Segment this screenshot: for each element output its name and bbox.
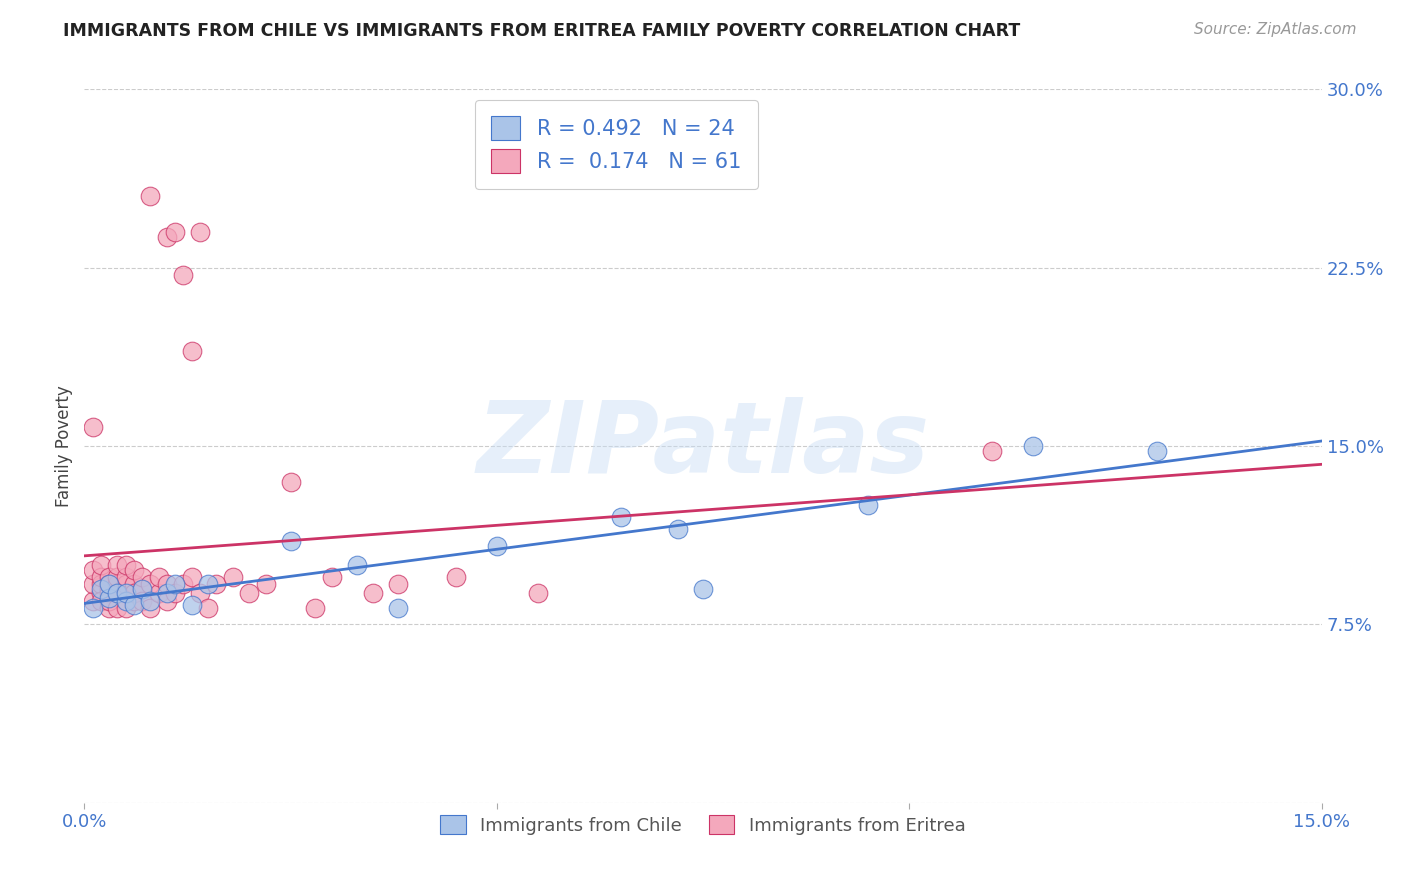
Point: [165, 577, 187, 591]
Point: [98, 577, 121, 591]
Point: [131, 570, 153, 584]
Point: [485, 539, 508, 553]
Point: [361, 586, 384, 600]
Point: [139, 593, 162, 607]
Point: [222, 570, 245, 584]
Point: [172, 268, 194, 282]
Point: [172, 577, 194, 591]
Point: [856, 499, 879, 513]
Point: [165, 586, 187, 600]
Point: [188, 225, 211, 239]
Point: [1022, 439, 1045, 453]
Point: [148, 586, 170, 600]
Point: [90, 586, 112, 600]
Point: [105, 586, 128, 600]
Point: [98, 591, 121, 606]
Point: [98, 600, 121, 615]
Point: [280, 475, 302, 489]
Point: [114, 577, 136, 591]
Text: Source: ZipAtlas.com: Source: ZipAtlas.com: [1194, 22, 1357, 37]
Point: [82, 600, 104, 615]
Point: [114, 558, 136, 572]
Point: [122, 563, 145, 577]
Point: [205, 577, 228, 591]
Point: [139, 600, 162, 615]
Point: [387, 577, 409, 591]
Point: [197, 600, 219, 615]
Point: [609, 510, 631, 524]
Point: [90, 558, 112, 572]
Legend: Immigrants from Chile, Immigrants from Eritrea: Immigrants from Chile, Immigrants from E…: [432, 806, 974, 844]
Point: [156, 577, 179, 591]
Point: [90, 577, 112, 591]
Point: [82, 420, 104, 434]
Point: [114, 570, 136, 584]
Point: [122, 577, 145, 591]
Point: [180, 570, 202, 584]
Point: [122, 599, 145, 613]
Point: [280, 534, 302, 549]
Point: [114, 586, 136, 600]
Point: [98, 582, 121, 596]
Point: [131, 582, 153, 596]
Point: [82, 593, 104, 607]
Point: [105, 577, 128, 591]
Point: [444, 570, 467, 584]
Point: [527, 586, 550, 600]
Point: [666, 522, 689, 536]
Point: [980, 443, 1002, 458]
Point: [98, 570, 121, 584]
Point: [105, 586, 128, 600]
Point: [98, 586, 121, 600]
Point: [131, 582, 153, 596]
Point: [156, 586, 179, 600]
Point: [114, 593, 136, 607]
Point: [122, 586, 145, 600]
Point: [165, 225, 187, 239]
Text: IMMIGRANTS FROM CHILE VS IMMIGRANTS FROM ERITREA FAMILY POVERTY CORRELATION CHAR: IMMIGRANTS FROM CHILE VS IMMIGRANTS FROM…: [63, 22, 1021, 40]
Point: [1146, 443, 1168, 458]
Point: [98, 577, 121, 591]
Text: ZIPatlas: ZIPatlas: [477, 398, 929, 494]
Point: [148, 570, 170, 584]
Point: [114, 586, 136, 600]
Point: [387, 600, 409, 615]
Point: [139, 577, 162, 591]
Point: [180, 343, 202, 358]
Point: [180, 599, 202, 613]
Point: [156, 593, 179, 607]
Point: [254, 577, 277, 591]
Y-axis label: Family Poverty: Family Poverty: [55, 385, 73, 507]
Point: [90, 582, 112, 596]
Point: [692, 582, 714, 596]
Point: [156, 229, 179, 244]
Point: [98, 593, 121, 607]
Point: [139, 189, 162, 203]
Point: [105, 600, 128, 615]
Point: [188, 586, 211, 600]
Point: [321, 570, 343, 584]
Point: [238, 586, 260, 600]
Point: [114, 600, 136, 615]
Point: [90, 570, 112, 584]
Point: [82, 563, 104, 577]
Point: [82, 577, 104, 591]
Point: [90, 593, 112, 607]
Point: [122, 593, 145, 607]
Point: [131, 593, 153, 607]
Point: [346, 558, 368, 572]
Point: [197, 577, 219, 591]
Point: [105, 558, 128, 572]
Point: [304, 600, 326, 615]
Point: [105, 570, 128, 584]
